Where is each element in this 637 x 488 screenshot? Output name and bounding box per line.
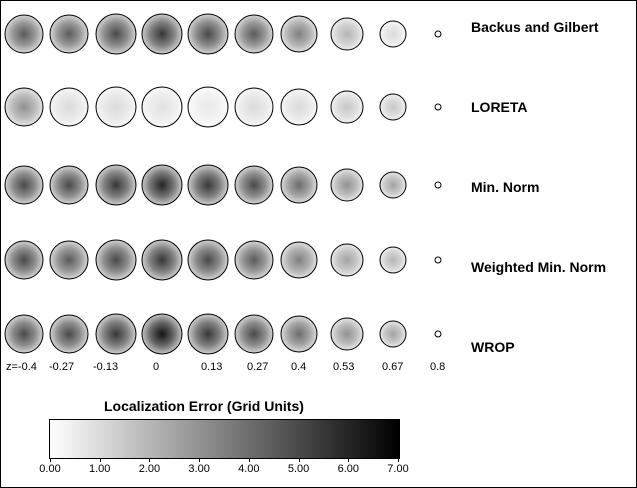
error-map-0-7 xyxy=(330,17,364,51)
colorbar-tick-label: 3.00 xyxy=(188,463,210,475)
colorbar-tick-label: 6.00 xyxy=(337,463,359,475)
error-map-3-7 xyxy=(330,243,364,277)
error-map-1-8 xyxy=(379,93,407,121)
error-map-2-9 xyxy=(434,181,442,189)
z-label: 0.4 xyxy=(291,361,307,373)
error-map-0-0 xyxy=(4,14,44,54)
error-map-4-4 xyxy=(187,313,229,355)
error-map-0-4 xyxy=(187,13,229,55)
error-map-2-1 xyxy=(49,165,89,205)
colorbar-tick xyxy=(298,458,300,462)
error-map-2-8 xyxy=(379,171,407,199)
error-map-0-5 xyxy=(234,14,274,54)
colorbar-tick-label: 0.00 xyxy=(39,463,61,475)
error-map-0-1 xyxy=(49,14,89,54)
error-map-3-1 xyxy=(49,240,89,280)
error-map-0-9 xyxy=(434,30,442,38)
error-map-3-8 xyxy=(379,246,407,274)
method-label-weighted-min-norm: Weighted Min. Norm xyxy=(471,259,607,275)
error-map-0-8 xyxy=(379,20,407,48)
method-label-backus-gilbert: Backus and Gilbert xyxy=(471,19,599,35)
error-map-1-1 xyxy=(49,87,89,127)
colorbar-tick xyxy=(149,458,151,462)
z-label: 0.67 xyxy=(382,361,404,373)
z-label: -0.13 xyxy=(93,361,119,373)
method-label-wrop: WROP xyxy=(471,339,515,355)
z-label: 0.13 xyxy=(201,361,223,373)
error-map-3-4 xyxy=(187,239,229,281)
colorbar-tick xyxy=(398,458,399,462)
error-map-4-0 xyxy=(4,314,44,354)
error-map-4-5 xyxy=(234,314,274,354)
z-label: 0.53 xyxy=(333,361,355,373)
z-label: -0.27 xyxy=(49,361,75,373)
method-label-min-norm: Min. Norm xyxy=(471,179,540,195)
z-label: 0.8 xyxy=(430,361,446,373)
error-map-3-5 xyxy=(234,240,274,280)
colorbar-tick-label: 2.00 xyxy=(138,463,161,475)
error-map-1-4 xyxy=(187,86,229,128)
error-map-1-7 xyxy=(330,90,364,124)
colorbar-tick xyxy=(99,458,101,462)
error-map-2-6 xyxy=(280,166,318,204)
error-map-1-6 xyxy=(280,88,318,126)
error-map-3-6 xyxy=(280,241,318,279)
error-map-4-2 xyxy=(95,313,137,355)
colorbar-title: Localization Error (Grid Units) xyxy=(104,398,304,414)
error-map-0-2 xyxy=(95,13,137,55)
error-map-1-9 xyxy=(434,103,442,111)
error-map-4-1 xyxy=(49,314,89,354)
error-map-1-0 xyxy=(4,87,44,127)
colorbar-tick-label: 7.00 xyxy=(387,463,409,475)
z-label: z=-0.4 xyxy=(6,361,37,373)
error-map-2-4 xyxy=(187,164,229,206)
colorbar-tick xyxy=(50,458,51,462)
colorbar xyxy=(49,419,400,459)
z-label: 0 xyxy=(153,361,160,373)
error-map-3-3 xyxy=(141,239,183,281)
error-map-2-7 xyxy=(330,168,364,202)
error-map-4-8 xyxy=(379,320,407,348)
error-map-4-6 xyxy=(280,315,318,353)
error-map-grid xyxy=(4,13,442,355)
z-label: 0.27 xyxy=(247,361,269,373)
error-map-4-3 xyxy=(141,313,183,355)
colorbar-tick xyxy=(348,458,350,462)
error-map-0-6 xyxy=(280,15,318,53)
error-map-1-2 xyxy=(95,86,137,128)
colorbar-tick-label: 4.00 xyxy=(238,463,260,475)
error-map-3-0 xyxy=(4,240,44,280)
error-map-2-5 xyxy=(234,165,274,205)
error-map-4-7 xyxy=(330,317,364,351)
colorbar-tick xyxy=(199,458,201,462)
error-map-1-3 xyxy=(141,86,183,128)
colorbar-tick-label: 1.00 xyxy=(88,463,111,475)
error-map-2-2 xyxy=(95,164,137,206)
error-map-2-0 xyxy=(4,165,44,205)
error-map-1-5 xyxy=(234,87,274,127)
error-map-3-2 xyxy=(95,239,137,281)
colorbar-tick xyxy=(248,458,250,462)
error-map-3-9 xyxy=(434,256,442,264)
method-label-loreta: LORETA xyxy=(471,99,528,115)
error-map-4-9 xyxy=(434,330,442,338)
error-map-2-3 xyxy=(141,164,183,206)
colorbar-tick-label: 5.00 xyxy=(287,463,310,475)
error-map-0-3 xyxy=(141,13,183,55)
